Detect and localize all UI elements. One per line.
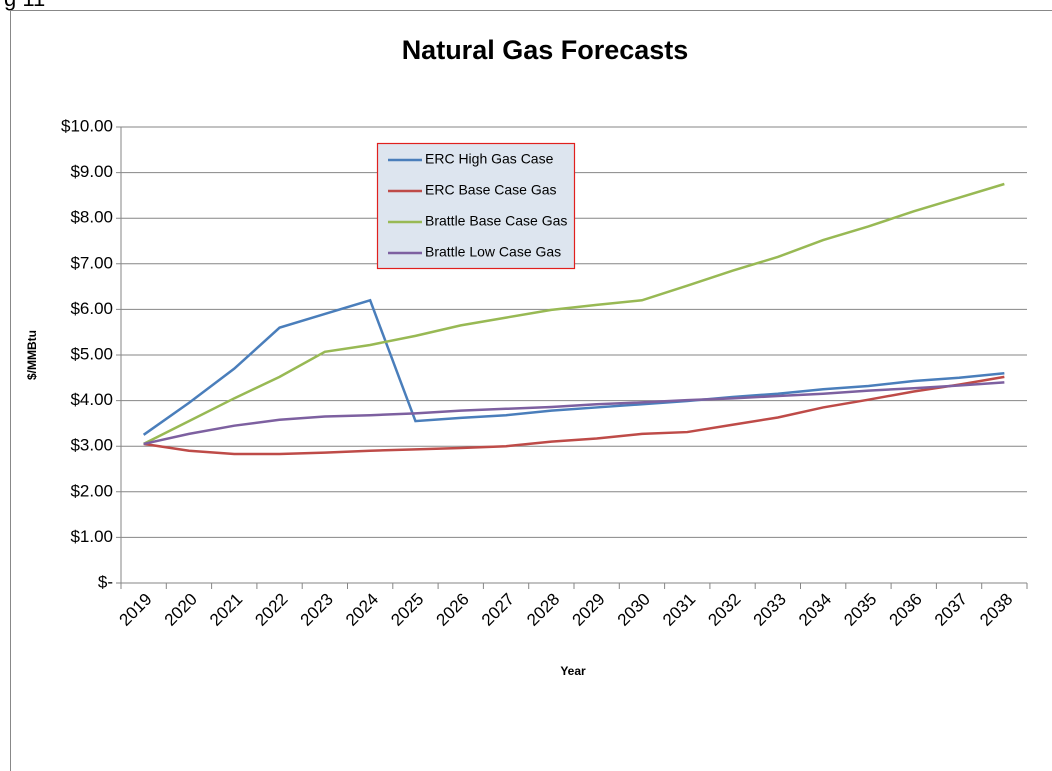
legend-label: ERC Base Case Gas — [425, 182, 557, 198]
x-tick-label: 2038 — [976, 590, 1016, 630]
series-line — [143, 182, 1005, 446]
x-tick-label: 2031 — [659, 590, 699, 630]
y-axis-title: $/MMBtu — [25, 330, 39, 380]
y-tick-label: $9.00 — [70, 162, 113, 181]
page-label: g 11 — [4, 0, 45, 11]
x-tick-label: 2022 — [251, 590, 291, 630]
legend-label: Brattle Low Case Gas — [425, 244, 561, 260]
x-tick-label: 2029 — [568, 590, 608, 630]
x-tick-label: 2023 — [297, 590, 337, 630]
x-tick-label: 2025 — [387, 590, 427, 630]
legend-label: ERC High Gas Case — [425, 151, 554, 167]
series-line — [143, 375, 1005, 456]
x-tick-label: 2026 — [433, 590, 473, 630]
y-tick-label: $5.00 — [70, 344, 113, 363]
x-tick-label: 2021 — [206, 590, 246, 630]
x-tick-label: 2037 — [931, 590, 971, 630]
legend-label: Brattle Base Case Gas — [425, 213, 567, 229]
y-tick-label: $- — [98, 572, 113, 591]
y-tick-label: $10.00 — [61, 116, 113, 135]
series-line — [143, 381, 1005, 446]
x-tick-label: 2024 — [342, 590, 382, 630]
x-tick-label: 2032 — [704, 590, 744, 630]
x-tick-label: 2020 — [161, 590, 201, 630]
x-axis-title: Year — [560, 664, 586, 678]
y-tick-label: $8.00 — [70, 208, 113, 227]
x-tick-label: 2035 — [840, 590, 880, 630]
x-tick-label: 2028 — [523, 590, 563, 630]
x-tick-label: 2019 — [115, 590, 155, 630]
chart-title: Natural Gas Forecasts — [402, 35, 689, 65]
y-tick-label: $2.00 — [70, 481, 113, 500]
x-tick-label: 2027 — [478, 590, 518, 630]
legend-box — [376, 142, 576, 270]
series-line — [142, 298, 1005, 436]
y-tick-label: $3.00 — [70, 436, 113, 455]
y-tick-label: $7.00 — [70, 253, 113, 272]
x-tick-label: 2033 — [750, 590, 790, 630]
chart-frame — [10, 10, 1052, 771]
y-tick-label: $4.00 — [70, 390, 113, 409]
y-tick-label: $1.00 — [70, 527, 113, 546]
y-tick-label: $6.00 — [70, 299, 113, 318]
x-tick-label: 2036 — [886, 590, 926, 630]
x-tick-label: 2034 — [795, 590, 835, 630]
x-tick-label: 2030 — [614, 590, 654, 630]
